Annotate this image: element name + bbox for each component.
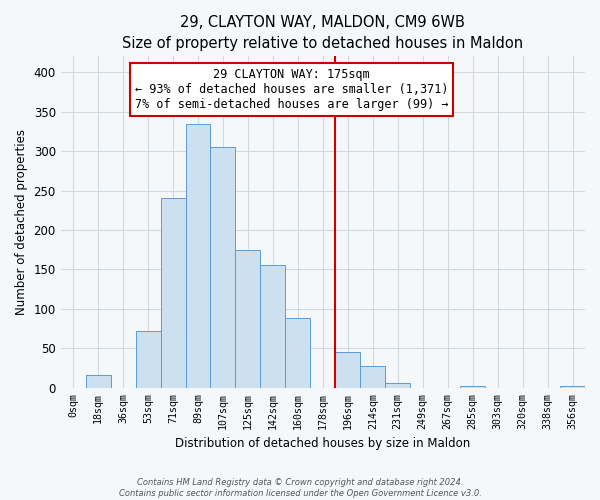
Bar — [460, 386, 485, 388]
Bar — [185, 124, 211, 388]
Bar — [286, 318, 310, 388]
Text: 29 CLAYTON WAY: 175sqm
← 93% of detached houses are smaller (1,371)
7% of semi-d: 29 CLAYTON WAY: 175sqm ← 93% of detached… — [134, 68, 448, 111]
Bar — [235, 250, 260, 388]
Bar — [211, 147, 235, 388]
X-axis label: Distribution of detached houses by size in Maldon: Distribution of detached houses by size … — [175, 437, 470, 450]
Title: 29, CLAYTON WAY, MALDON, CM9 6WB
Size of property relative to detached houses in: 29, CLAYTON WAY, MALDON, CM9 6WB Size of… — [122, 15, 523, 51]
Bar — [136, 331, 161, 388]
Y-axis label: Number of detached properties: Number of detached properties — [15, 129, 28, 315]
Bar — [560, 386, 585, 388]
Bar — [385, 383, 410, 388]
Bar — [260, 266, 286, 388]
Bar — [360, 366, 385, 388]
Text: Contains HM Land Registry data © Crown copyright and database right 2024.
Contai: Contains HM Land Registry data © Crown c… — [119, 478, 481, 498]
Bar — [86, 375, 110, 388]
Bar — [335, 352, 360, 388]
Bar — [161, 198, 185, 388]
